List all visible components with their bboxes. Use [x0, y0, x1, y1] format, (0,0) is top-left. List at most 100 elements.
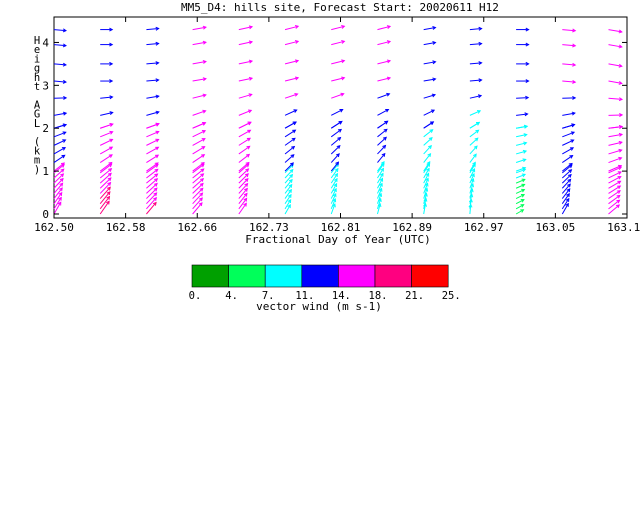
wind-arrow [192, 187, 204, 199]
wind-arrow [516, 112, 529, 117]
wind-arrow [377, 136, 387, 146]
wind-arrow [284, 76, 300, 82]
wind-arrow [146, 178, 159, 189]
wind-arrow [146, 173, 159, 184]
wind-arrow [469, 26, 483, 31]
y-label-char: t [34, 81, 40, 93]
wind-arrow [192, 121, 207, 129]
wind-arrow [423, 25, 437, 31]
wind-arrow [99, 138, 114, 146]
colorbar-tick-label: 11. [295, 290, 314, 302]
wind-arrow [192, 162, 205, 172]
wind-arrow [284, 204, 291, 215]
wind-arrow [330, 192, 337, 204]
wind-arrow [284, 129, 297, 138]
wind-arrow [238, 76, 254, 82]
wind-arrow [53, 196, 62, 210]
wind-arrow [330, 161, 340, 172]
wind-arrow [146, 162, 159, 172]
x-tick-label: 163.12 [607, 221, 640, 234]
wind-arrow [608, 199, 621, 210]
plot-frame [53, 16, 628, 219]
y-label-char: e [34, 44, 40, 56]
x-axis-label: Fractional Day of Year (UTC) [245, 233, 430, 246]
wind-arrow [192, 138, 206, 146]
wind-arrow [99, 146, 114, 155]
wind-arrow [515, 193, 526, 200]
wind-arrow [516, 27, 530, 32]
wind-arrow [608, 185, 622, 194]
wind-arrow [516, 95, 530, 100]
wind-arrow [377, 92, 391, 99]
wind-arrow [53, 201, 62, 215]
wind-arrow [423, 41, 437, 46]
wind-arrow [377, 108, 390, 116]
wind-arrow [608, 180, 622, 189]
wind-arrow [377, 25, 392, 31]
wind-arrow [100, 111, 114, 116]
wind-arrow [330, 144, 341, 155]
wind-arrow [146, 201, 157, 215]
y-tick-label: 0 [42, 208, 49, 221]
wind-arrow [469, 121, 481, 129]
y-tick-label: 2 [42, 122, 49, 135]
wind-arrow [516, 124, 529, 129]
wind-vectors [53, 25, 624, 215]
y-label-char: A [34, 99, 41, 111]
wind-arrow [469, 41, 483, 46]
wind-arrow [562, 95, 577, 100]
wind-arrow [423, 161, 431, 172]
wind-arrow [53, 79, 67, 84]
wind-arrow [53, 187, 63, 199]
wind-arrow [331, 40, 346, 46]
wind-arrow [515, 204, 525, 210]
wind-arrow [377, 177, 384, 189]
y-label-char: k [34, 145, 41, 157]
wind-arrow [561, 188, 571, 199]
wind-arrow [330, 172, 339, 184]
wind-arrow [330, 136, 342, 146]
wind-arrow [284, 178, 293, 189]
wind-arrow [608, 171, 622, 179]
wind-arrow [100, 27, 114, 32]
wind-arrow [561, 162, 573, 172]
wind-arrow [53, 182, 64, 194]
wind-arrow [469, 94, 483, 99]
wind-arrow [377, 172, 384, 184]
y-label-char: h [34, 72, 40, 84]
wind-arrow [608, 140, 623, 146]
wind-arrow [561, 173, 572, 184]
wind-arrow [330, 128, 342, 138]
wind-arrow [238, 153, 251, 163]
wind-arrow [423, 172, 430, 184]
wind-arrow [469, 78, 483, 83]
wind-arrow [561, 197, 570, 210]
colorbar-bin [301, 264, 339, 288]
wind-arrow [562, 28, 577, 33]
y-label-char: ( [34, 136, 40, 148]
wind-arrow [53, 139, 67, 146]
x-tick-label: 162.81 [321, 221, 361, 234]
wind-arrow [146, 94, 160, 99]
wind-arrow [377, 182, 383, 194]
wind-arrow [284, 162, 294, 172]
colorbar-tick-label: 7. [262, 290, 275, 302]
wind-arrow [608, 97, 624, 102]
wind-arrow [377, 76, 392, 82]
x-tick-label: 162.50 [34, 221, 74, 234]
wind-arrow [562, 79, 577, 84]
wind-arrow [423, 109, 436, 116]
wind-arrow [99, 186, 111, 199]
x-tick-label: 162.89 [392, 221, 432, 234]
wind-arrow [377, 128, 388, 138]
wind-arrow [192, 182, 204, 194]
wind-arrow [99, 161, 113, 172]
wind-arrow [146, 154, 160, 163]
wind-arrow [469, 161, 476, 172]
wind-arrow [423, 93, 437, 99]
wind-arrow [515, 199, 525, 205]
wind-arrow [469, 173, 475, 184]
wind-arrow [376, 192, 383, 204]
wind-arrow [238, 173, 249, 184]
wind-arrow [53, 131, 67, 138]
